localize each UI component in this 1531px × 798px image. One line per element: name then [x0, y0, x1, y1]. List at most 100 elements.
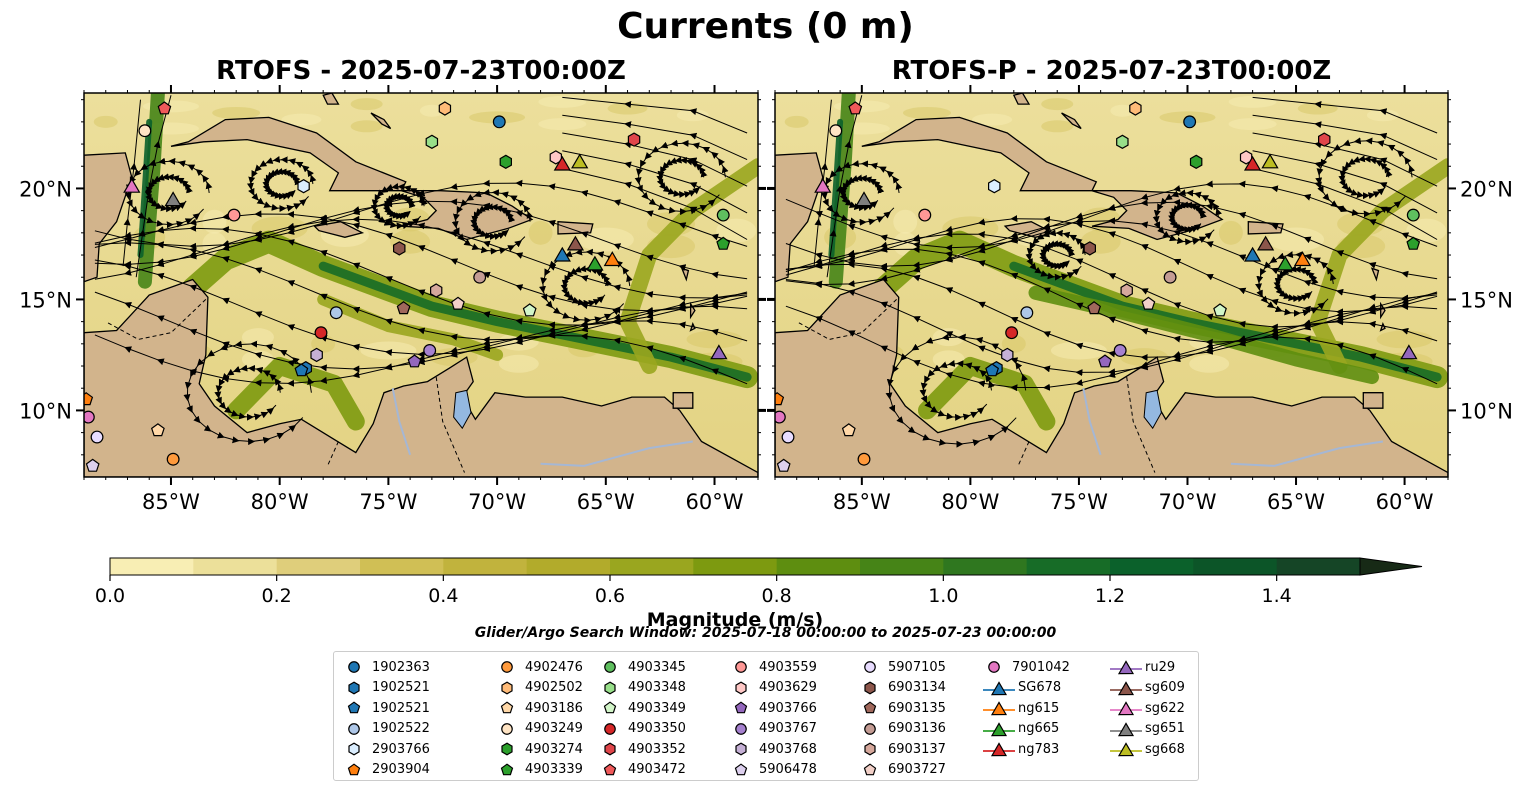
marker-4903767 [423, 344, 437, 357]
legend-circle-symbol [735, 722, 747, 735]
y-tick-label: 20°N [19, 177, 72, 201]
legend-entry: 5907105 [858, 657, 946, 678]
marker-5906478 [85, 458, 100, 472]
marker-6903727 [1141, 296, 1156, 310]
legend-circle-symbol [988, 661, 1000, 674]
legend-column: 4903345 4903348 4903349 4903350 4903352 49034… [598, 657, 686, 780]
legend-entry: sg622 [1109, 698, 1185, 719]
marker-SG678 [1243, 246, 1262, 262]
legend-pentagon-symbol [603, 763, 617, 776]
legend-label: 4903767 [759, 721, 817, 737]
legend-marker [348, 661, 360, 674]
legend-label: 1902521 [372, 680, 430, 696]
marker-6903134 [393, 241, 406, 256]
colorbar-tick-label: 1.2 [1095, 585, 1125, 607]
x-tick-label: 60°W [1376, 490, 1434, 514]
marker-4903274 [499, 154, 512, 169]
x-tick-label: 70°W [468, 490, 526, 514]
marker-ru29 [710, 344, 728, 360]
marker-6903727 [451, 296, 465, 310]
streamline [1252, 150, 1438, 214]
legend-label: ng783 [1018, 741, 1060, 757]
legend-column: 1902363 1902521 1902521 1902522 2903766 29039… [342, 657, 430, 780]
legend-triangle-symbol [1110, 680, 1142, 695]
legend-marker [1117, 680, 1135, 695]
streamline [826, 95, 863, 278]
legend-marker [1117, 701, 1135, 716]
colorbar-segment [860, 558, 944, 575]
legend-pentagon-symbol [863, 763, 877, 776]
legend-marker [864, 681, 876, 695]
legend-label: 4903345 [628, 659, 686, 675]
streamline [122, 99, 141, 267]
legend-hexagon-symbol [501, 681, 513, 695]
marker-4903345 [1406, 208, 1420, 222]
legend-column: ru29 sg609 sg622 sg651 sg668 [1109, 657, 1185, 760]
marker-1902522 [1020, 306, 1034, 320]
legend-label: 7901042 [1012, 659, 1070, 675]
y-tick-label: 10°N [1460, 399, 1513, 423]
marker-4903186 [150, 423, 165, 437]
legend-marker [501, 661, 513, 674]
lake [453, 389, 472, 430]
marker-4903274 [1189, 154, 1203, 169]
legend-hexagon-symbol [348, 742, 360, 756]
legend-marker [990, 680, 1008, 695]
legend-entry: 6903135 [858, 698, 946, 719]
border [1017, 441, 1030, 467]
marker-4903472 [848, 101, 863, 115]
marker-7901042 [775, 410, 786, 424]
legend-label: 4903348 [628, 680, 686, 696]
land [557, 221, 594, 235]
land [1362, 392, 1384, 409]
legend-pentagon-symbol [347, 763, 361, 776]
legend-marker [603, 701, 617, 714]
colorbar-segment [1110, 558, 1194, 575]
land [672, 392, 694, 409]
marker-4903349 [1213, 303, 1227, 317]
legend-marker [501, 681, 513, 695]
colorbar-segment [110, 558, 194, 575]
streamline [451, 188, 534, 255]
border [327, 441, 339, 467]
legend-marker [863, 701, 877, 714]
colorbar-tick-label: 0.0 [95, 585, 125, 607]
border [435, 377, 465, 473]
marker-4903559 [227, 208, 241, 222]
border [1126, 377, 1156, 473]
marker-4903767 [1113, 344, 1127, 357]
marker-5907105 [90, 430, 104, 444]
marker-4903339 [716, 236, 731, 250]
legend-label: ru29 [1145, 659, 1176, 675]
legend-label: 4903629 [759, 680, 817, 696]
legend-label: 5907105 [888, 659, 946, 675]
colorbar-segment [276, 558, 361, 575]
marker-4903350 [1005, 326, 1019, 340]
marker-6903135 [396, 301, 411, 315]
marker-sg622 [123, 177, 141, 193]
legend-circle-symbol [348, 661, 360, 674]
river [1082, 388, 1102, 456]
legend-label: 4902502 [525, 680, 583, 696]
legend-marker [348, 742, 360, 756]
legend-label: 4903349 [628, 700, 686, 716]
marker-ng615 [603, 251, 621, 267]
legend-label: 4903766 [759, 700, 817, 716]
marker-4903766 [407, 354, 422, 368]
legend-entry: 6903134 [858, 678, 946, 699]
marker-1902522 [329, 306, 343, 320]
legend-marker [734, 763, 748, 776]
marker-ng783 [1243, 155, 1262, 171]
x-tick-label: 75°W [1050, 490, 1108, 514]
legend-label: ng615 [1018, 700, 1060, 716]
colorbar-segment [943, 558, 1028, 575]
legend-marker [735, 722, 747, 735]
legend-label: 2903766 [372, 741, 430, 757]
legend-entry: 4903352 [598, 739, 686, 760]
marker-sg622 [814, 177, 832, 193]
marker-2903904 [84, 392, 94, 406]
marker-ru29 [1400, 344, 1418, 360]
streamline [183, 340, 314, 446]
legend-marker [735, 742, 747, 756]
legend-triangle-symbol [1110, 660, 1142, 675]
